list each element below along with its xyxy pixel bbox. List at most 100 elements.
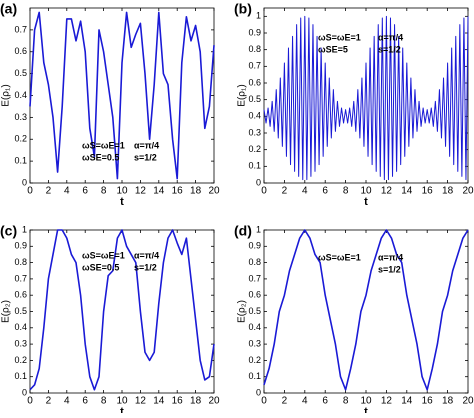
x-axis-label: t (364, 406, 368, 413)
x-tick-label: 12 (381, 186, 393, 197)
x-tick-label: 20 (462, 186, 474, 197)
y-tick-label: 0 (256, 387, 261, 397)
y-tick-label: 0.1 (248, 161, 261, 171)
x-tick-label: 2 (46, 186, 52, 197)
y-tick-label: 1 (22, 224, 27, 234)
x-tick-label: 20 (462, 396, 474, 407)
data-line (29, 229, 215, 391)
plot-area (29, 7, 215, 184)
x-tick-label: 18 (190, 396, 202, 407)
y-tick-label: 0.7 (248, 61, 261, 71)
y-axis-label: E(ρ₁) (1, 84, 12, 106)
data-line (29, 11, 215, 180)
y-tick-label: 0.6 (248, 290, 261, 300)
x-tick-label: 12 (381, 396, 393, 407)
x-tick-label: 6 (322, 186, 328, 197)
x-tick-label: 8 (343, 396, 349, 407)
x-tick-label: 10 (116, 186, 128, 197)
x-tick-label: 10 (360, 186, 372, 197)
y-tick-label: 0.7 (14, 273, 27, 283)
panel-label: (d) (234, 223, 252, 239)
annotation: ωS=ωE=1 (318, 32, 361, 42)
x-tick-label: 14 (401, 186, 413, 197)
x-tick-label: 18 (442, 396, 454, 407)
annotation: α=π/4 (378, 252, 403, 262)
annotation: α=π/4 (134, 250, 159, 260)
x-tick-label: 8 (101, 186, 107, 197)
y-axis-label: E(ρ₂) (1, 300, 12, 323)
annotation: ωSE=0.5 (82, 152, 119, 162)
x-tick-label: 16 (422, 186, 434, 197)
y-axis-label: E(ρ₁) (237, 84, 248, 106)
y-tick-label: 0.4 (14, 322, 27, 332)
x-tick-label: 20 (208, 396, 220, 407)
x-tick-label: 14 (401, 396, 413, 407)
x-axis-label: t (364, 196, 368, 208)
x-tick-label: 18 (190, 186, 202, 197)
annotation: ωS=ωE=1 (82, 250, 125, 260)
x-tick-label: 16 (422, 396, 434, 407)
y-tick-label: 0.5 (14, 306, 27, 316)
annotation: s=1/2 (134, 152, 157, 162)
x-tick-label: 4 (302, 186, 308, 197)
y-tick-label: 0.6 (14, 46, 27, 56)
y-tick-label: 0.2 (14, 134, 27, 144)
y-tick-label: 0.2 (14, 355, 27, 365)
x-tick-label: 12 (135, 396, 147, 407)
y-tick-label: 0.1 (248, 371, 261, 381)
x-tick-label: 4 (64, 186, 70, 197)
y-tick-label: 0.5 (248, 306, 261, 316)
x-tick-label: 2 (282, 186, 288, 197)
x-tick-label: 0 (27, 186, 33, 197)
y-tick-label: 0 (22, 177, 27, 187)
y-tick-label: 0.9 (248, 27, 261, 37)
y-tick-label: 0.8 (248, 257, 261, 267)
x-tick-label: 14 (153, 186, 165, 197)
x-tick-label: 18 (442, 186, 454, 197)
annotation: α=π/4 (134, 140, 159, 150)
y-tick-label: 1 (256, 224, 261, 234)
y-tick-label: 0.4 (248, 322, 261, 332)
y-tick-label: 0.7 (14, 24, 27, 34)
x-tick-label: 8 (101, 396, 107, 407)
data-line (263, 229, 469, 391)
panel-label: (b) (234, 1, 252, 17)
x-tick-label: 0 (27, 396, 33, 407)
x-tick-label: 6 (82, 186, 88, 197)
y-tick-label: 0.2 (248, 355, 261, 365)
panel-label: (a) (0, 1, 17, 17)
annotation: s=1/2 (134, 262, 157, 272)
y-tick-label: 0.5 (248, 94, 261, 104)
plot-area (29, 229, 215, 394)
x-axis-label: t (120, 406, 124, 413)
x-tick-label: 2 (282, 396, 288, 407)
y-tick-label: 1 (256, 11, 261, 21)
y-tick-label: 0.1 (14, 156, 27, 166)
panel-label: (c) (0, 223, 17, 239)
y-tick-label: 0.4 (248, 111, 261, 121)
y-tick-label: 0.3 (248, 338, 261, 348)
x-tick-label: 4 (64, 396, 70, 407)
annotation: ωS=ωE=1 (82, 140, 125, 150)
y-tick-label: 0.2 (248, 144, 261, 154)
y-tick-label: 0.6 (248, 77, 261, 87)
x-tick-label: 4 (302, 396, 308, 407)
x-tick-label: 14 (153, 396, 165, 407)
annotation: s=1/2 (378, 44, 401, 54)
y-tick-label: 0.4 (14, 90, 27, 100)
y-tick-label: 0.9 (248, 241, 261, 251)
annotation: ωSE=0.5 (82, 262, 119, 272)
x-axis-label: t (120, 196, 124, 208)
y-tick-label: 0.9 (14, 241, 27, 251)
annotation: ωSE=5 (318, 44, 348, 54)
x-tick-label: 12 (135, 186, 147, 197)
y-tick-label: 0 (22, 387, 27, 397)
y-tick-label: 0.8 (14, 257, 27, 267)
annotation: ωS=ωE=1 (318, 252, 361, 262)
y-axis-label: E(ρ₂) (237, 300, 248, 323)
x-tick-label: 6 (82, 396, 88, 407)
x-tick-label: 0 (261, 186, 267, 197)
y-tick-label: 0.1 (14, 371, 27, 381)
x-tick-label: 10 (360, 396, 372, 407)
